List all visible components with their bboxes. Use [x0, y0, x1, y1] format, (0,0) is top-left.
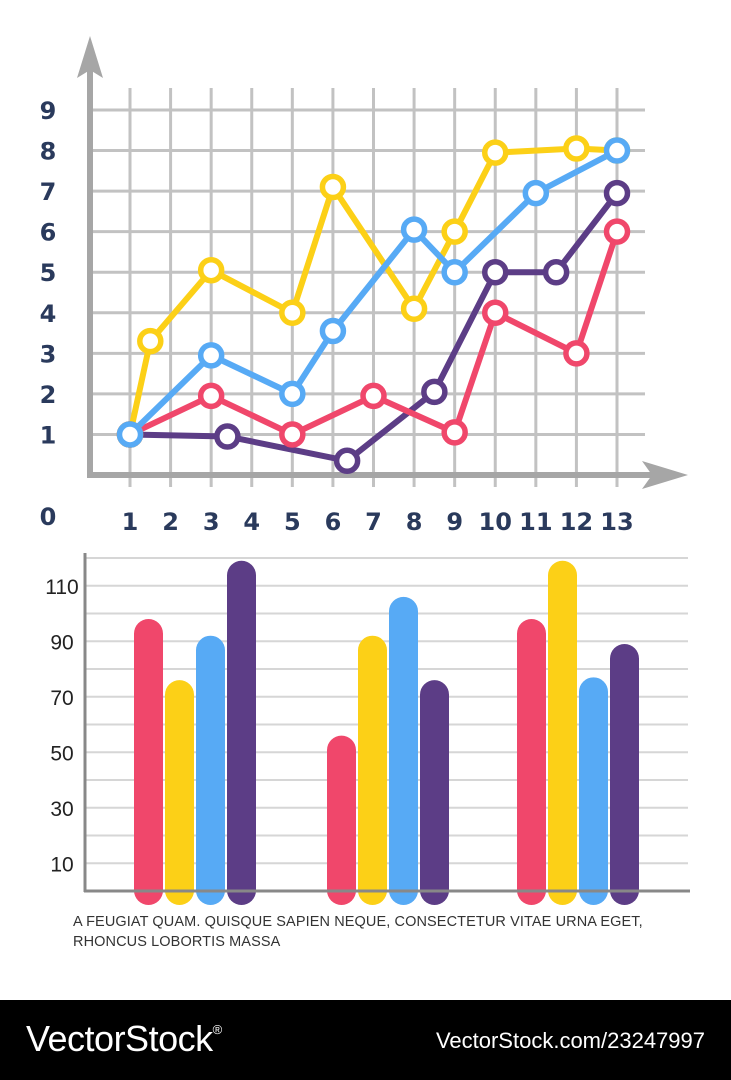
line-point-pink: [441, 419, 468, 446]
bar-chart-axes: [83, 553, 690, 893]
line-x-tick-label: 6: [325, 508, 342, 536]
line-point-blue: [400, 216, 428, 243]
line-point-yellow: [197, 256, 225, 284]
line-series-blue: [127, 147, 620, 438]
bar-blue-group-2: [389, 596, 418, 905]
bar-y-tick-label: 90: [50, 631, 73, 654]
line-y-tick-label: 2: [40, 381, 57, 409]
bar-y-tick-label: 110: [45, 576, 78, 599]
line-point-blue: [197, 342, 225, 369]
registered-mark: ®: [212, 1022, 223, 1037]
line-point-yellow: [137, 327, 164, 355]
bar-blue-group-3: [579, 677, 608, 905]
bar-pink-group-3: [517, 619, 546, 905]
line-point-purple: [482, 258, 509, 286]
line-x-tick-label: 13: [600, 508, 633, 536]
line-point-yellow: [441, 218, 468, 245]
bar-y-tick-label: 10: [50, 853, 73, 876]
line-point-blue: [603, 137, 631, 164]
line-point-yellow: [319, 173, 347, 201]
line-chart-axes: [77, 36, 688, 489]
line-point-blue: [116, 421, 144, 448]
line-point-blue: [319, 317, 347, 345]
bar-blue-group-1: [196, 635, 225, 905]
line-point-purple: [542, 258, 570, 286]
line-y-tick-label: 1: [40, 421, 57, 449]
line-point-pink: [563, 340, 590, 367]
line-point-pink: [197, 382, 225, 410]
line-y-tick-label: 4: [40, 300, 57, 328]
bar-y-tick-label: 50: [50, 742, 73, 765]
line-point-yellow: [400, 295, 428, 322]
line-series-pink: [127, 228, 620, 438]
line-point-pink: [279, 421, 306, 448]
line-x-tick-label: 12: [560, 508, 593, 536]
line-point-pink: [360, 382, 387, 410]
line-x-tick-label: 7: [365, 508, 382, 536]
line-y-tick-label: 7: [40, 178, 57, 206]
line-point-purple: [214, 423, 241, 450]
line-point-purple: [603, 179, 631, 207]
line-point-pink: [482, 299, 509, 327]
line-x-tick-label: 3: [203, 508, 220, 536]
line-chart-series: [116, 135, 631, 475]
line-point-blue: [441, 258, 468, 286]
line-x-tick-label: 11: [519, 508, 552, 536]
line-y-tick-label: 5: [40, 259, 57, 287]
line-chart-x-arrow-icon: [642, 461, 688, 489]
vectorstock-image-id: VectorStock.com/23247997: [435, 1028, 705, 1053]
bar-pink-group-1: [134, 619, 163, 905]
line-point-yellow: [563, 135, 590, 162]
bar-yellow-group-2: [358, 635, 387, 905]
bar-yellow-group-1: [165, 680, 194, 905]
line-point-pink: [603, 218, 631, 245]
bar-y-tick-label: 30: [50, 798, 73, 821]
bar-chart-ticks: 10 30 50 70 90 110: [45, 576, 78, 877]
bar-chart: 10 30 50 70 90 110: [45, 553, 690, 905]
line-x-tick-label: 5: [284, 508, 301, 536]
line-series-yellow: [127, 145, 620, 438]
line-point-yellow: [482, 139, 509, 166]
bar-yellow-group-3: [548, 560, 577, 905]
line-x-tick-label: 1: [122, 508, 139, 536]
line-point-blue: [279, 380, 306, 408]
line-x-tick-label: 2: [162, 508, 179, 536]
line-y-tick-label: 0: [40, 503, 57, 531]
line-x-tick-label: 8: [406, 508, 423, 536]
line-chart-y-arrow-icon: [77, 36, 103, 78]
bar-pink-group-2: [327, 735, 356, 905]
bar-purple-group-2: [420, 680, 449, 905]
vectorstock-logo: VectorStock®: [26, 1018, 222, 1060]
watermark-footer: VectorStock® VectorStock.com/23247997: [0, 1000, 731, 1080]
line-x-tick-label: 4: [243, 508, 260, 536]
line-y-tick-label: 8: [40, 138, 57, 166]
line-point-purple: [421, 378, 448, 406]
bar-purple-group-3: [610, 644, 639, 905]
line-y-tick-label: 3: [40, 340, 57, 368]
bar-y-tick-label: 70: [50, 687, 73, 710]
bar-chart-bars: [134, 560, 639, 905]
line-x-tick-label: 10: [479, 508, 512, 536]
line-point-yellow: [279, 299, 306, 327]
line-y-tick-label: 6: [40, 219, 57, 247]
chart-caption: A FEUGIAT QUAM. QUISQUE SAPIEN NEQUE, CO…: [73, 914, 643, 950]
line-point-purple: [333, 447, 361, 475]
vectorstock-brand-text: VectorStock: [26, 1018, 213, 1059]
bar-purple-group-1: [227, 560, 256, 905]
line-y-tick-label: 9: [40, 97, 57, 125]
line-x-tick-label: 9: [446, 508, 463, 536]
line-point-blue: [522, 179, 550, 207]
